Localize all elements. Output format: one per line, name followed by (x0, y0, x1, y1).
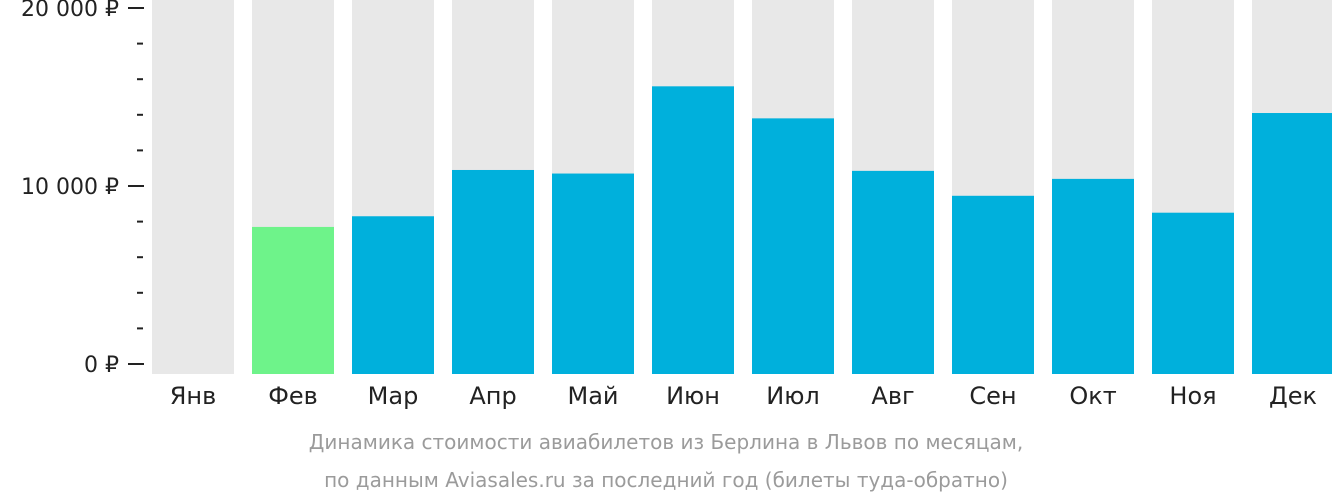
bar-8 (852, 170, 934, 374)
x-tick-label-10: Окт (1069, 382, 1116, 410)
x-tick-label-2: Фев (268, 382, 318, 410)
bar-9 (952, 195, 1034, 374)
background-bar-1 (152, 0, 234, 374)
bar-6 (652, 86, 734, 374)
x-tick-label-3: Мар (368, 382, 419, 410)
x-tick-label-7: Июл (766, 382, 820, 410)
y-axis: 0 ₽ 10 000 ₽ 20 000 ₽ (21, 0, 144, 378)
x-tick-label-5: Май (567, 382, 618, 410)
price-bar-chart: 0 ₽ 10 000 ₽ 20 000 ₽ Янв Фев Мар Апр Май Июн Ию… (21, 0, 1332, 410)
bar-5 (552, 173, 634, 374)
x-tick-label-4: Апр (469, 382, 516, 410)
x-tick-label-9: Сен (969, 382, 1016, 410)
chart-caption-line-2: по данным Aviasales.ru за последний год … (324, 468, 1008, 492)
y-tick-label-3: 20 000 ₽ (21, 0, 119, 22)
bar-10 (1052, 178, 1134, 374)
x-tick-label-11: Ноя (1169, 382, 1216, 410)
bar-2 (252, 226, 334, 374)
y-tick-label-2: 10 000 ₽ (21, 175, 119, 200)
x-tick-label-1: Янв (170, 382, 217, 410)
y-tick-label-1: 0 ₽ (84, 353, 119, 378)
bar-7 (752, 118, 834, 374)
bar-3 (352, 216, 434, 374)
x-tick-label-8: Авг (871, 382, 914, 410)
x-axis-labels: Янв Фев Мар Апр Май Июн Июл Авг Сен Окт Ноя Дек (170, 382, 1317, 410)
x-tick-label-6: Июн (666, 382, 720, 410)
bar-11 (1152, 212, 1234, 374)
x-tick-label-12: Дек (1269, 382, 1317, 410)
bar-12 (1252, 113, 1332, 375)
chart-caption-line-1: Динамика стоимости авиабилетов из Берлин… (308, 430, 1024, 454)
bar-4 (452, 169, 534, 374)
data-bars (252, 86, 1332, 375)
